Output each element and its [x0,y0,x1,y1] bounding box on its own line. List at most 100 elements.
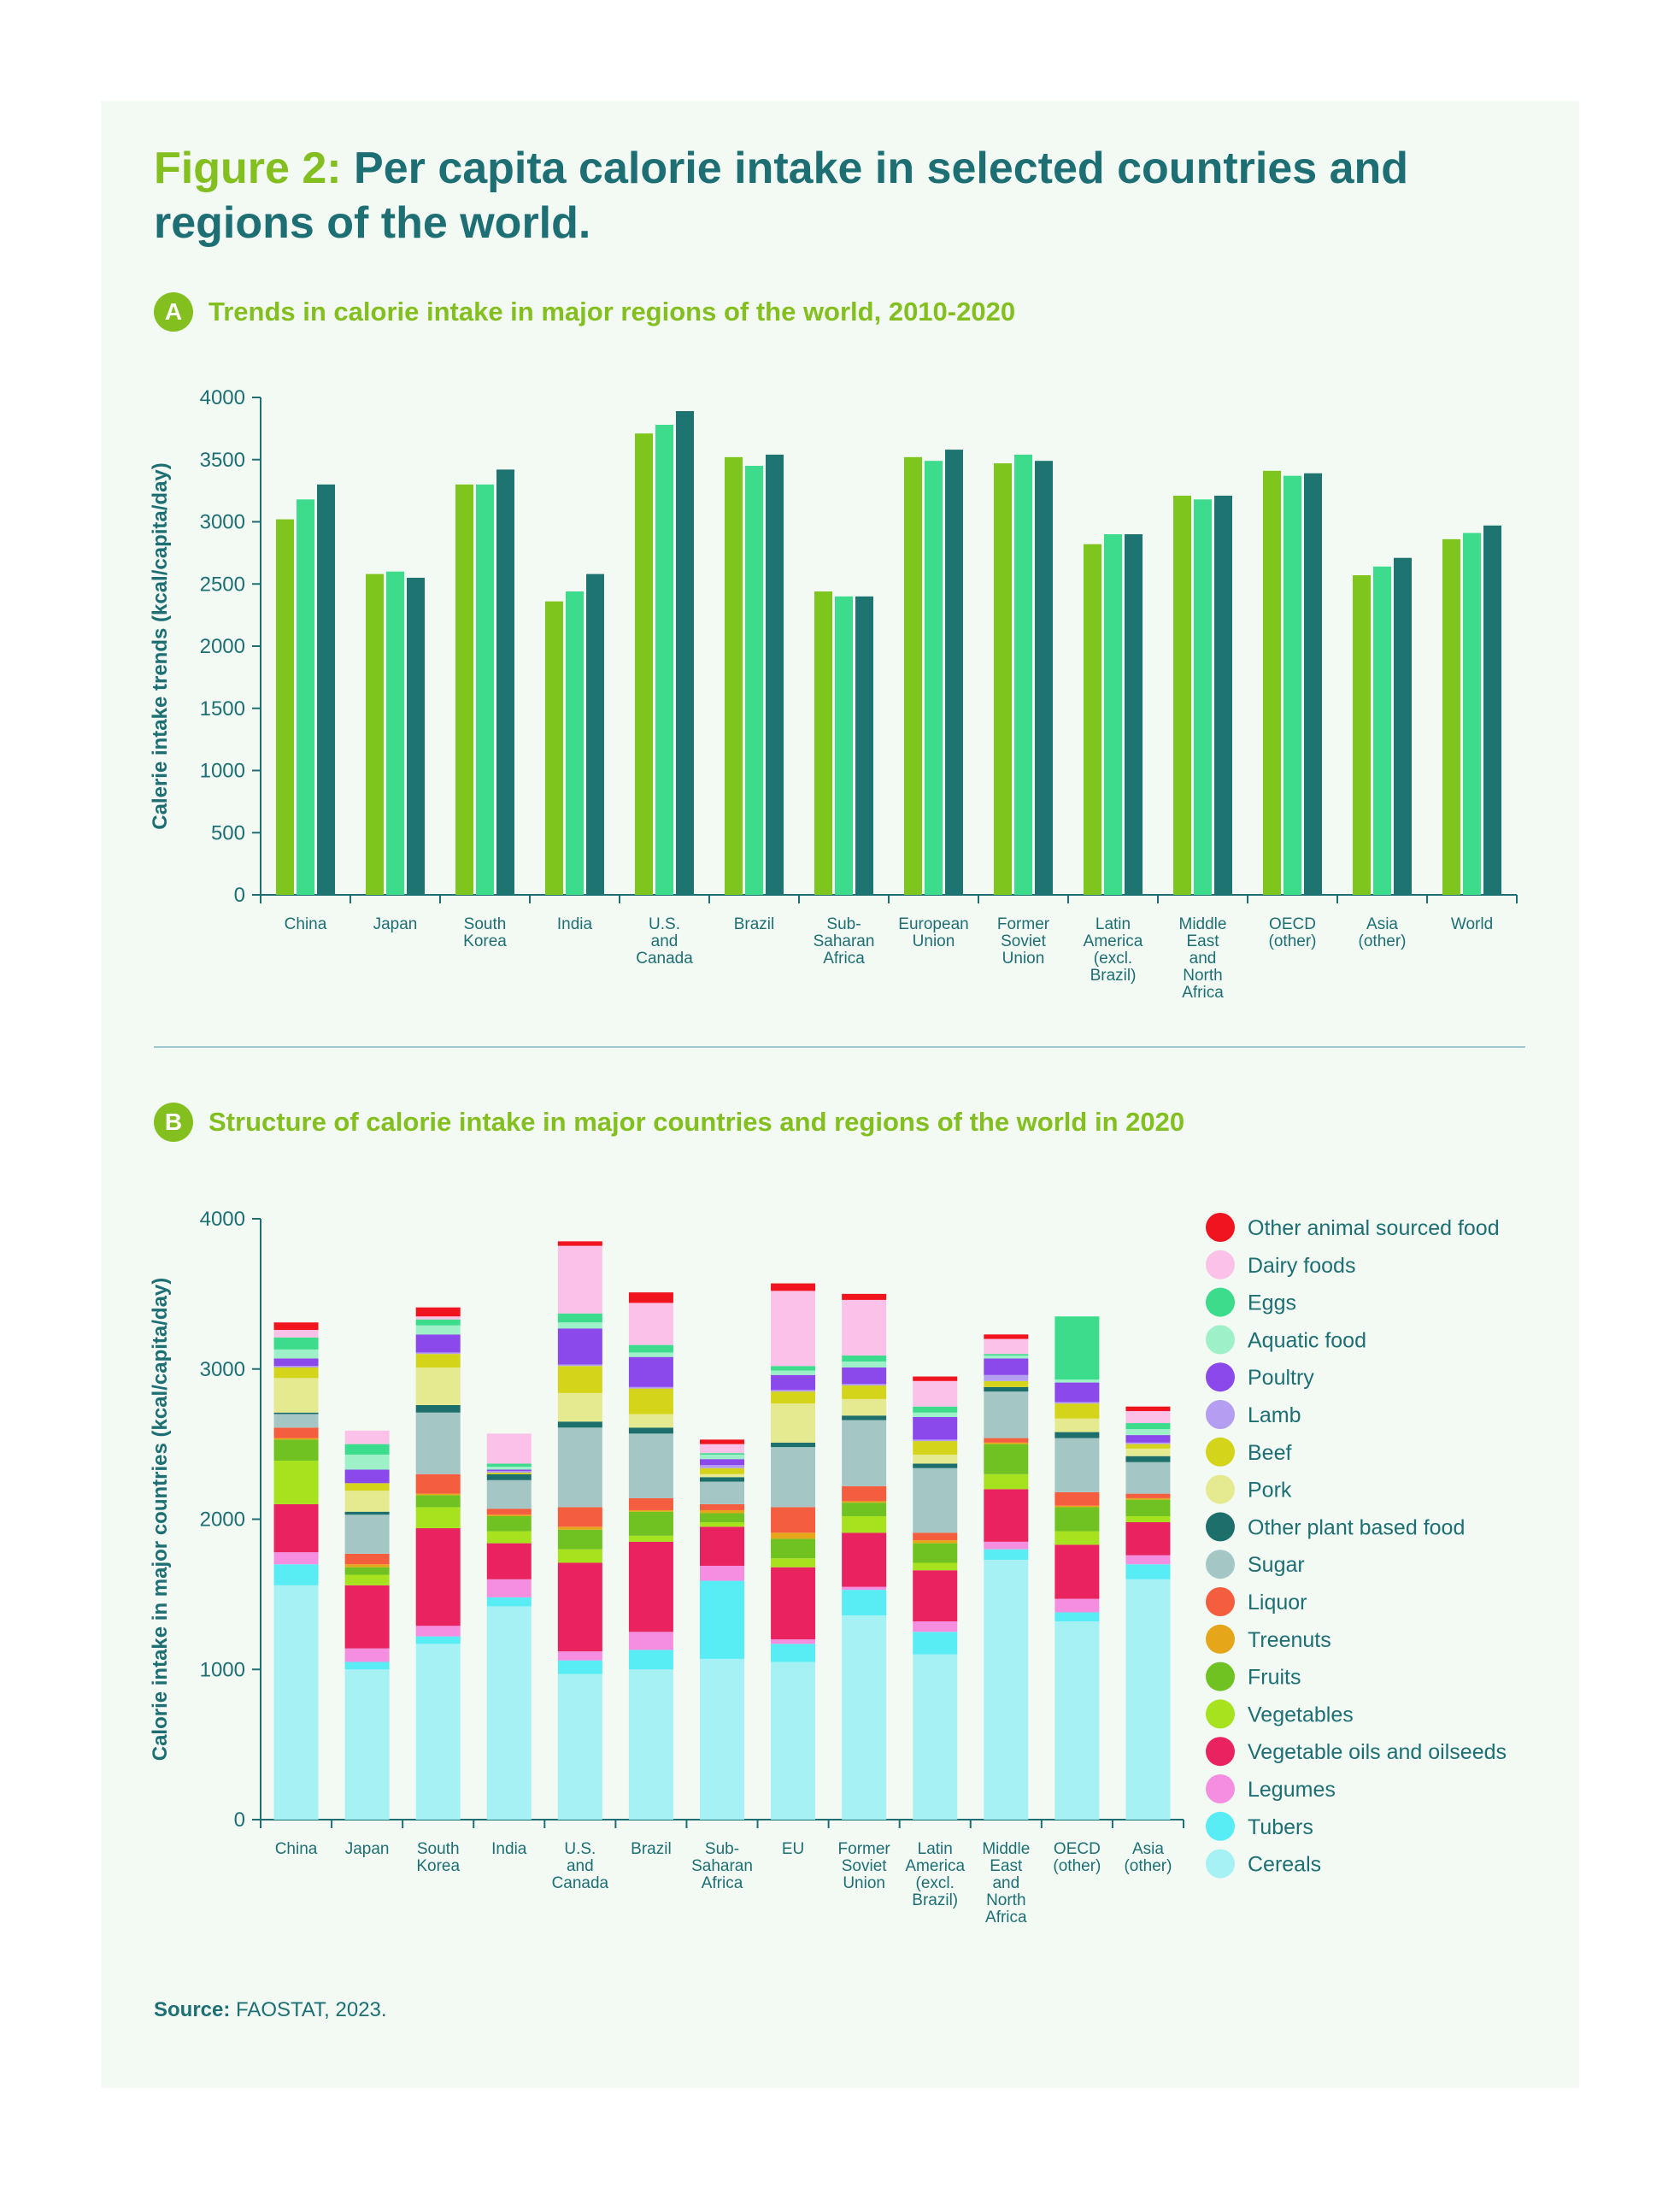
segment-brazil-beef [628,1388,673,1415]
x-tick-label-line: Union [1002,950,1045,968]
segment-brazil-legumes [628,1632,673,1650]
bar-world-2020 [1483,525,1501,895]
x-tick-label-india: India [491,1840,527,1858]
bar-u-s-and-canada-2020 [676,411,694,895]
segment-eu-treenuts [771,1532,816,1539]
segment-india-treenuts [486,1515,532,1516]
segment-eu-liquor [771,1507,816,1533]
segment-latin-america-excl-brazil-pork [913,1454,958,1464]
segment-middle-east-and-north-africa-vegetables [984,1473,1029,1490]
segment-south-korea-lamb [415,1352,461,1355]
segment-asia-other-other-animal-sourced-food [1125,1406,1171,1411]
legend-label-lamb: Lamb [1248,1403,1301,1427]
bar-china-2015 [297,499,314,895]
x-tick-label-u-s-and-canada: U.S. and Canada [552,1840,609,1892]
x-tick-label-line: EU [782,1840,804,1858]
segment-former-soviet-union-treenuts [842,1501,887,1503]
segment-middle-east-and-north-africa-treenuts [984,1442,1029,1444]
segment-former-soviet-union-legumes [842,1586,887,1591]
segment-eu-poultry [771,1374,816,1391]
x-tick-label-china: China [285,915,327,933]
bar-china-2010 [276,519,294,895]
bar-middle-east-and-north-africa-2010 [1173,495,1191,895]
segment-india-poultry [486,1469,532,1472]
bar-india-2020 [586,573,604,895]
segment-eu-legumes [771,1639,816,1644]
x-tick-label-sub-saharan-africa: Sub-Saharan Africa [814,915,875,968]
x-tick-label-line: Soviet [1001,932,1047,950]
bar-european-union-2015 [925,461,943,895]
segment-sub-saharan-africa-aquatic-food [700,1454,744,1460]
bar-south-korea-2010 [455,484,473,895]
segment-south-korea-pork [415,1367,461,1405]
segment-oecd-other-liquor [1054,1491,1100,1506]
x-tick-label-line: Former [997,915,1050,933]
y-tick-label: 2500 [200,573,245,596]
segment-brazil-vegetables [628,1535,673,1542]
segment-india-beef [486,1473,532,1474]
legend-marker-treenuts [1206,1624,1235,1654]
x-tick-label-china: China [275,1840,318,1858]
x-tick-label-south-korea: South Korea [463,915,507,950]
bar-south-korea-2020 [496,469,514,895]
x-tick-label-line: U.S. [649,915,680,933]
segment-asia-other-poultry [1125,1435,1171,1443]
segment-south-korea-poultry [415,1334,461,1353]
segment-asia-other-legumes [1125,1555,1171,1565]
segment-oecd-other-beef [1054,1403,1100,1419]
x-tick-label-line: Africa [1182,984,1224,1002]
legend-marker-liquor [1206,1587,1235,1616]
segment-brazil-cereals [628,1669,673,1820]
segment-oecd-other-lamb [1054,1402,1100,1404]
segment-oecd-other-other-plant-based-food [1054,1432,1100,1438]
segment-south-korea-beef [415,1354,461,1368]
bar-sub-saharan-africa-2020 [855,596,873,895]
y-tick-label: 3000 [200,511,245,534]
segment-middle-east-and-north-africa-lamb [984,1374,1029,1381]
x-tick-label-line: South [417,1840,460,1858]
x-tick-label-oecd-other: OECD (other) [1269,915,1317,950]
segment-latin-america-excl-brazil-poultry [913,1416,958,1440]
legend-label-sugar: Sugar [1248,1553,1305,1577]
segment-oecd-other-vegetables [1054,1531,1100,1545]
x-tick-label-line: Union [843,1874,885,1892]
segment-south-korea-sugar [415,1412,461,1474]
segment-u-s-and-canada-pork [557,1392,602,1422]
segment-u-s-and-canada-vegetable-oils-and-oilseeds [557,1562,602,1652]
segment-oecd-other-aquatic-food [1054,1379,1100,1383]
x-tick-label-line: South [464,915,507,933]
legend-label-aquatic-food: Aquatic food [1248,1328,1366,1352]
segment-south-korea-aquatic-food [415,1325,461,1335]
segment-asia-other-liquor [1125,1493,1171,1498]
x-tick-label-line: Sub- [705,1840,739,1858]
segment-former-soviet-union-poultry [842,1367,887,1385]
x-tick-label-line: (other) [1269,932,1317,950]
segment-brazil-eggs [628,1344,673,1353]
segment-latin-america-excl-brazil-dairy-foods [913,1380,958,1407]
y-tick-label: 1500 [200,697,245,721]
source-note: Source: FAOSTAT, 2023. [154,1998,387,2022]
segment-china-treenuts [273,1438,319,1440]
bar-oecd-other-2020 [1304,473,1322,895]
legend-label-liquor: Liquor [1248,1591,1307,1615]
segment-eu-sugar [771,1447,816,1508]
segment-sub-saharan-africa-dairy-foods [700,1444,744,1454]
segment-south-korea-eggs [415,1319,461,1326]
legend-marker-dairy-foods [1206,1250,1235,1279]
segment-asia-other-beef [1125,1444,1171,1449]
legend-marker-eggs [1206,1287,1235,1317]
segment-eu-fruits [771,1538,816,1559]
segment-sub-saharan-africa-sugar [700,1481,744,1504]
segment-former-soviet-union-lamb [842,1384,887,1386]
legend-label-cereals: Cereals [1248,1853,1321,1877]
y-tick-label: 3000 [200,1358,245,1381]
segment-sub-saharan-africa-liquor [700,1503,744,1510]
x-tick-label-line: North [1183,967,1222,985]
bar-latin-america-excl-brazil-2020 [1125,534,1143,895]
x-tick-label-line: (other) [1124,1857,1172,1875]
segment-japan-pork [344,1491,390,1512]
segment-former-soviet-union-vegetable-oils-and-oilseeds [842,1532,887,1587]
segment-latin-america-excl-brazil-lamb [913,1439,958,1442]
bar-middle-east-and-north-africa-2020 [1214,495,1232,895]
segment-japan-cereals [344,1669,390,1820]
